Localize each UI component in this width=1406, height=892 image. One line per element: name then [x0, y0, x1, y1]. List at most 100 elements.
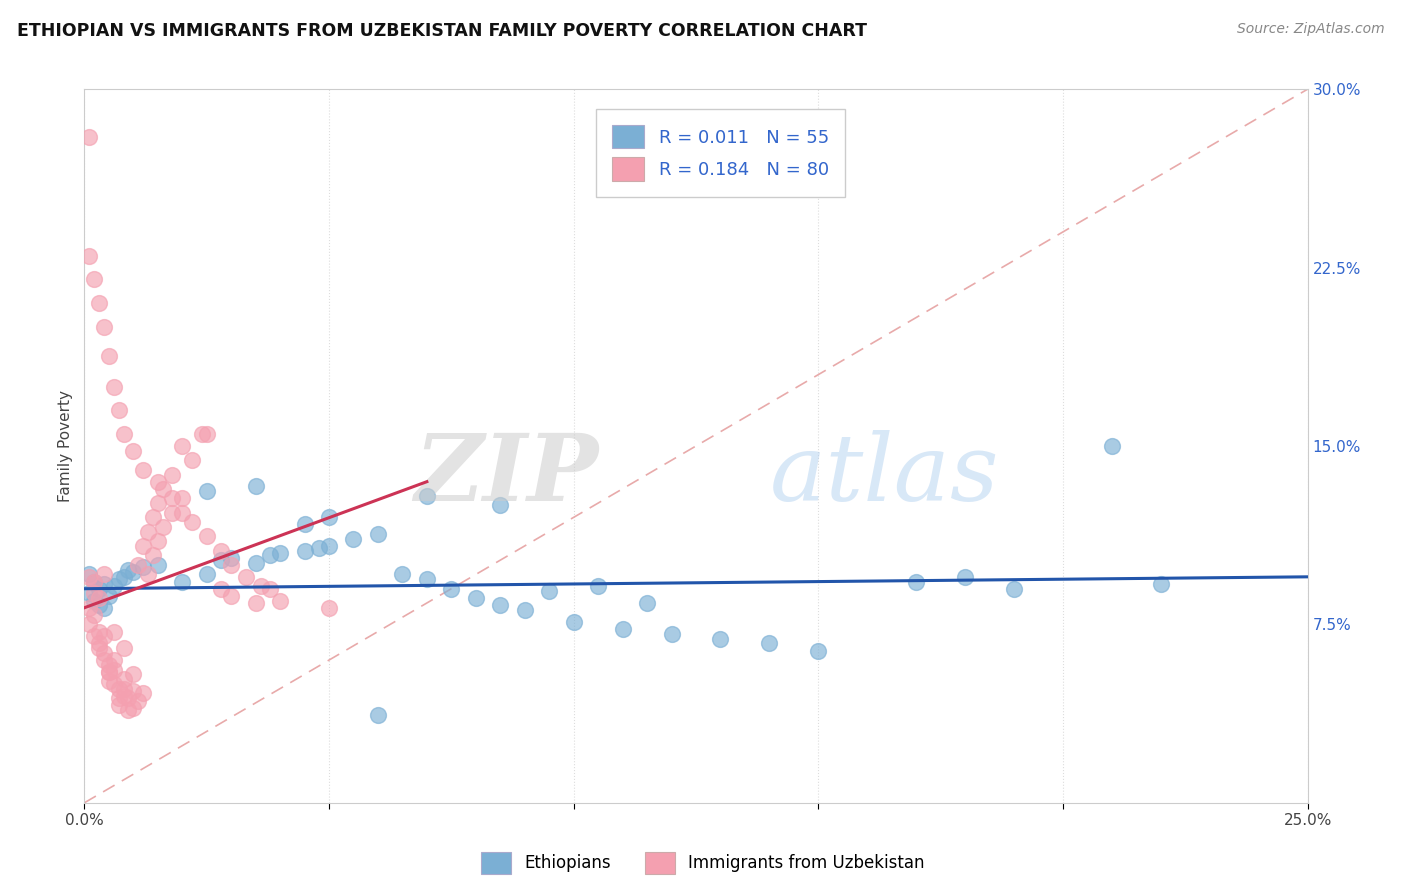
Point	[83, 629, 105, 643]
Point	[807, 643, 830, 657]
Point	[103, 677, 125, 691]
Point	[709, 632, 731, 646]
Point	[132, 560, 155, 574]
Point	[219, 589, 242, 603]
Point	[1150, 577, 1173, 591]
Point	[249, 579, 271, 593]
Point	[77, 570, 100, 584]
Point	[612, 622, 634, 636]
Point	[107, 681, 129, 696]
Point	[142, 510, 165, 524]
Point	[209, 543, 232, 558]
Point	[112, 672, 135, 686]
Legend: R = 0.011   N = 55, R = 0.184   N = 80: R = 0.011 N = 55, R = 0.184 N = 80	[596, 109, 845, 197]
Point	[489, 499, 512, 513]
Point	[146, 534, 169, 549]
Point	[440, 582, 463, 596]
Point	[107, 698, 129, 713]
Point	[103, 579, 125, 593]
Point	[416, 489, 439, 503]
Point	[93, 567, 115, 582]
Point	[132, 686, 155, 700]
Point	[103, 653, 125, 667]
Point	[117, 703, 139, 717]
Point	[93, 629, 115, 643]
Point	[87, 636, 110, 650]
Point	[122, 684, 145, 698]
Point	[83, 272, 105, 286]
Point	[132, 463, 155, 477]
Point	[245, 596, 267, 610]
Point	[93, 646, 115, 660]
Point	[122, 443, 145, 458]
Point	[103, 379, 125, 393]
Point	[77, 129, 100, 144]
Point	[97, 674, 120, 689]
Point	[136, 524, 159, 539]
Point	[112, 427, 135, 442]
Point	[209, 553, 232, 567]
Point	[562, 615, 585, 629]
Point	[122, 700, 145, 714]
Point	[136, 567, 159, 582]
Point	[112, 681, 135, 696]
Point	[219, 558, 242, 572]
Point	[318, 539, 340, 553]
Point	[953, 570, 976, 584]
Point	[146, 475, 169, 489]
Point	[152, 482, 174, 496]
Point	[318, 600, 340, 615]
Point	[146, 496, 169, 510]
Point	[181, 515, 204, 529]
Point	[103, 624, 125, 639]
Point	[142, 549, 165, 563]
Point	[112, 570, 135, 584]
Point	[122, 565, 145, 579]
Point	[87, 599, 110, 613]
Point	[367, 527, 389, 541]
Point	[83, 607, 105, 622]
Point	[464, 591, 486, 606]
Point	[83, 593, 105, 607]
Point	[122, 667, 145, 681]
Point	[538, 584, 561, 599]
Point	[195, 567, 218, 582]
Point	[87, 582, 110, 596]
Text: atlas: atlas	[769, 430, 998, 519]
Point	[195, 484, 218, 499]
Point	[513, 603, 536, 617]
Point	[269, 546, 291, 560]
Point	[77, 567, 100, 582]
Point	[83, 574, 105, 589]
Text: ETHIOPIAN VS IMMIGRANTS FROM UZBEKISTAN FAMILY POVERTY CORRELATION CHART: ETHIOPIAN VS IMMIGRANTS FROM UZBEKISTAN …	[17, 22, 868, 40]
Point	[162, 467, 184, 482]
Point	[97, 589, 120, 603]
Point	[416, 572, 439, 586]
Point	[1002, 582, 1025, 596]
Point	[294, 543, 316, 558]
Point	[117, 691, 139, 706]
Point	[245, 556, 267, 570]
Point	[97, 665, 120, 679]
Point	[219, 550, 242, 565]
Point	[97, 657, 120, 672]
Point	[77, 600, 100, 615]
Point	[93, 577, 115, 591]
Point	[308, 541, 330, 556]
Point	[172, 574, 194, 589]
Point	[172, 439, 194, 453]
Point	[195, 427, 218, 442]
Point	[87, 296, 110, 310]
Point	[294, 517, 316, 532]
Point	[172, 506, 194, 520]
Point	[103, 663, 125, 677]
Point	[489, 599, 512, 613]
Point	[93, 320, 115, 334]
Point	[93, 600, 115, 615]
Point	[107, 572, 129, 586]
Point	[1101, 439, 1123, 453]
Point	[87, 591, 110, 606]
Point	[132, 539, 155, 553]
Point	[905, 574, 928, 589]
Point	[318, 510, 340, 524]
